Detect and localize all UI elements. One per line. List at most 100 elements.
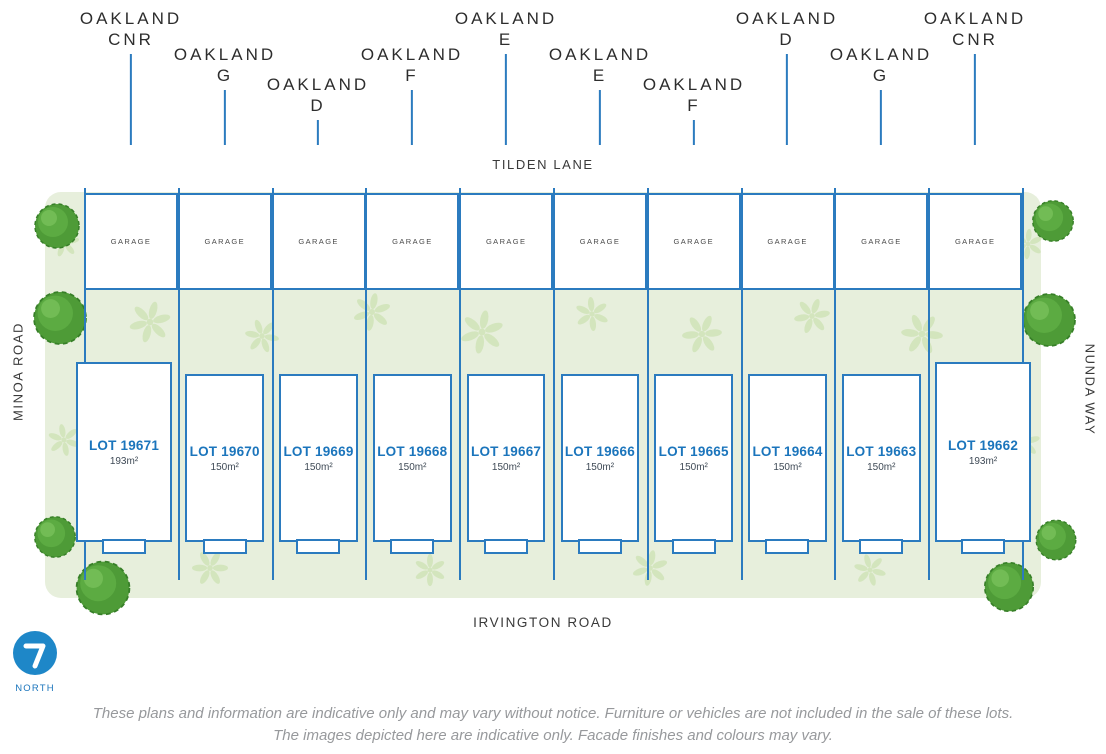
callout-lot-19671: OAKLAND CNR	[80, 8, 182, 145]
lot-area: 150m²	[210, 461, 239, 473]
callout-label: OAKLAND CNR	[80, 8, 182, 50]
callout-line2: G	[216, 66, 234, 85]
house-lot-19670: LOT 19670 150m²	[185, 374, 265, 554]
callout-leader-line	[130, 54, 132, 145]
callout-line2: D	[310, 96, 326, 115]
garage-lot-19666: GARAGE	[553, 193, 647, 290]
garage-lot-19664: GARAGE	[740, 193, 835, 290]
lot-number: LOT 19668	[377, 443, 448, 459]
callout-lot-19666: OAKLAND E	[549, 44, 651, 145]
garage-label: GARAGE	[392, 237, 433, 246]
garage-label: GARAGE	[485, 237, 527, 246]
callout-leader-line	[411, 90, 413, 145]
callout-lot-19670: OAKLAND G	[174, 44, 276, 145]
callout-lot-19665: OAKLAND F	[643, 74, 745, 145]
garage-lot-19669: GARAGE	[271, 193, 366, 290]
lot-area: 150m²	[304, 461, 333, 473]
street-irvington-road: IRVINGTON ROAD	[473, 615, 613, 630]
porch	[765, 539, 810, 554]
garage-label: GARAGE	[204, 237, 246, 246]
lot-number: LOT 19663	[846, 443, 917, 459]
lot-area: 150m²	[773, 461, 802, 473]
house-lot-19666: LOT 19666 150m²	[560, 374, 640, 554]
north-label: NORTH	[15, 683, 55, 694]
tree-icon	[1035, 519, 1077, 561]
callout-label: OAKLAND G	[830, 44, 932, 86]
callout-lot-19667: OAKLAND E	[455, 8, 557, 145]
callout-line2: CNR	[108, 30, 154, 49]
callout-line2: CNR	[952, 30, 998, 49]
north-compass-icon	[13, 631, 57, 675]
callout-leader-line	[974, 54, 976, 145]
callout-label: OAKLAND D	[736, 8, 838, 50]
callout-label: OAKLAND E	[549, 44, 651, 86]
garage-label: GARAGE	[954, 237, 996, 246]
street-minoa-road: MINOA ROAD	[10, 321, 26, 422]
garage-label: GARAGE	[110, 237, 152, 246]
porch	[577, 539, 622, 554]
callout-label: OAKLAND F	[361, 44, 463, 86]
house-lot-19669: LOT 19669 150m²	[279, 374, 358, 554]
house-lot-19664: LOT 19664 150m²	[748, 374, 827, 554]
garage-lot-19663: GARAGE	[834, 193, 929, 290]
disclaimer: These plans and information are indicati…	[0, 703, 1106, 747]
callout-lot-19662: OAKLAND CNR	[924, 8, 1026, 145]
disclaimer-line1: These plans and information are indicati…	[92, 705, 1014, 722]
house-lot-19662: LOT 19662 193m²	[935, 362, 1031, 554]
lot-boundary-line	[834, 188, 837, 580]
garage-label: GARAGE	[673, 237, 715, 246]
callout-line1: OAKLAND	[360, 45, 464, 64]
street-nunda-way: NUNDA WAY	[1082, 343, 1098, 436]
callout-line2: E	[592, 66, 608, 85]
callout-leader-line	[880, 90, 882, 145]
callout-lot-19669: OAKLAND D	[267, 74, 369, 145]
house-lot-19668: LOT 19668 150m²	[372, 374, 452, 554]
garage-lot-19662: GARAGE	[928, 193, 1023, 290]
compass: NORTH	[12, 630, 58, 694]
callout-label: OAKLAND D	[267, 74, 369, 116]
lot-number: LOT 19670	[189, 443, 260, 459]
lot-number: LOT 19665	[658, 443, 729, 459]
porch	[202, 539, 247, 554]
lot-number: LOT 19664	[752, 443, 823, 459]
lot-number: LOT 19671	[88, 437, 160, 453]
callout-line2: D	[779, 30, 795, 49]
callout-line1: OAKLAND	[548, 45, 652, 64]
porch	[390, 539, 435, 554]
callout-leader-line	[505, 54, 507, 145]
lot-number: LOT 19667	[471, 443, 542, 459]
garage-lot-19670: GARAGE	[177, 193, 272, 290]
house-lot-19671: LOT 19671 193m²	[76, 362, 172, 554]
callout-line1: OAKLAND	[173, 45, 277, 64]
callout-label: OAKLAND G	[174, 44, 276, 86]
callout-label: OAKLAND E	[455, 8, 557, 50]
lot-boundary-line	[553, 188, 555, 580]
porch	[961, 539, 1005, 554]
garage-lot-19665: GARAGE	[646, 193, 741, 290]
callout-line1: OAKLAND	[735, 9, 839, 28]
lot-boundary-line	[928, 188, 931, 580]
porch	[296, 539, 341, 554]
porch	[102, 539, 146, 554]
lot-area: 150m²	[867, 461, 896, 473]
lot-area: 150m²	[679, 461, 708, 473]
garage-lot-19667: GARAGE	[459, 193, 554, 290]
lot-boundary-line	[365, 188, 368, 580]
porch	[484, 539, 529, 554]
lot-area: 150m²	[585, 461, 615, 473]
garage-label: GARAGE	[298, 237, 339, 246]
callout-label: OAKLAND CNR	[924, 8, 1026, 50]
callout-leader-line	[599, 90, 601, 145]
callout-line1: OAKLAND	[642, 75, 746, 94]
lot-area: 193m²	[968, 455, 998, 467]
porch	[671, 539, 716, 554]
callout-leader-line	[693, 120, 695, 145]
callout-label: OAKLAND F	[643, 74, 745, 116]
lot-area: 150m²	[491, 461, 521, 473]
lot-boundary-line	[646, 188, 649, 580]
lot-boundary-line	[177, 188, 180, 580]
callout-lot-19664: OAKLAND D	[736, 8, 838, 145]
lot-boundary-line	[271, 188, 274, 580]
lot-area: 150m²	[398, 461, 427, 473]
